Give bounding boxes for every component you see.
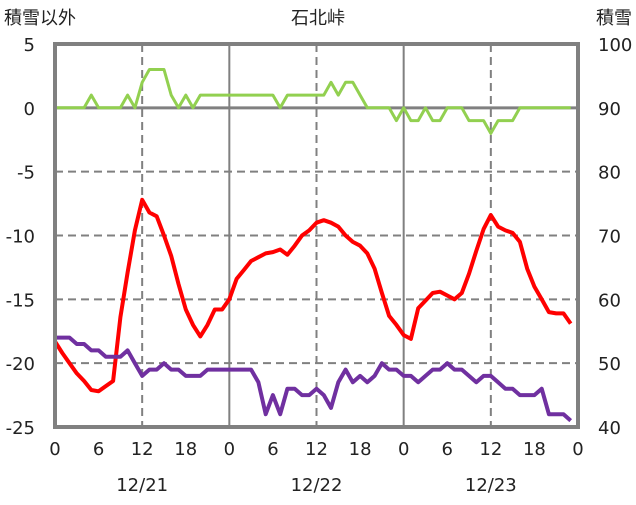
y-tick-left: 0 <box>24 99 35 120</box>
left-axis-label: 積雪以外 <box>4 8 76 29</box>
right-axis-label: 積雪 <box>596 8 632 29</box>
date-label: 12/21 <box>116 475 168 496</box>
x-tick: 0 <box>224 439 235 460</box>
series-line-snow-change <box>55 68 571 135</box>
x-tick: 18 <box>349 439 372 460</box>
y-tick-right: 100 <box>598 35 632 56</box>
y-tick-left: -25 <box>6 418 35 439</box>
x-tick: 0 <box>49 439 60 460</box>
y-tick-right: 70 <box>598 227 621 248</box>
x-tick: 6 <box>93 439 104 460</box>
x-tick: 6 <box>267 439 278 460</box>
x-tick: 6 <box>442 439 453 460</box>
y-tick-right: 60 <box>598 290 621 311</box>
y-tick-left: -15 <box>6 290 35 311</box>
x-tick: 12 <box>305 439 328 460</box>
plot-frame <box>53 42 580 429</box>
y-tick-left: -5 <box>17 163 35 184</box>
y-tick-right: 40 <box>598 418 621 439</box>
y-tick-right: 50 <box>598 354 621 375</box>
x-tick: 18 <box>523 439 546 460</box>
x-tick: 12 <box>131 439 154 460</box>
x-tick: 12 <box>479 439 502 460</box>
y-tick-left: -10 <box>6 227 35 248</box>
series-line-temperature <box>53 197 573 394</box>
y-tick-left: -20 <box>6 354 35 375</box>
x-tick: 18 <box>174 439 197 460</box>
date-label: 12/23 <box>465 475 517 496</box>
y-tick-right: 80 <box>598 163 621 184</box>
y-tick-right: 90 <box>598 99 621 120</box>
x-tick: 0 <box>572 439 583 460</box>
chart-title: 石北峠 <box>291 8 345 29</box>
y-tick-left: 5 <box>24 35 35 56</box>
date-label: 12/22 <box>291 475 343 496</box>
series-line-snow-depth <box>55 335 573 423</box>
x-tick: 0 <box>398 439 409 460</box>
